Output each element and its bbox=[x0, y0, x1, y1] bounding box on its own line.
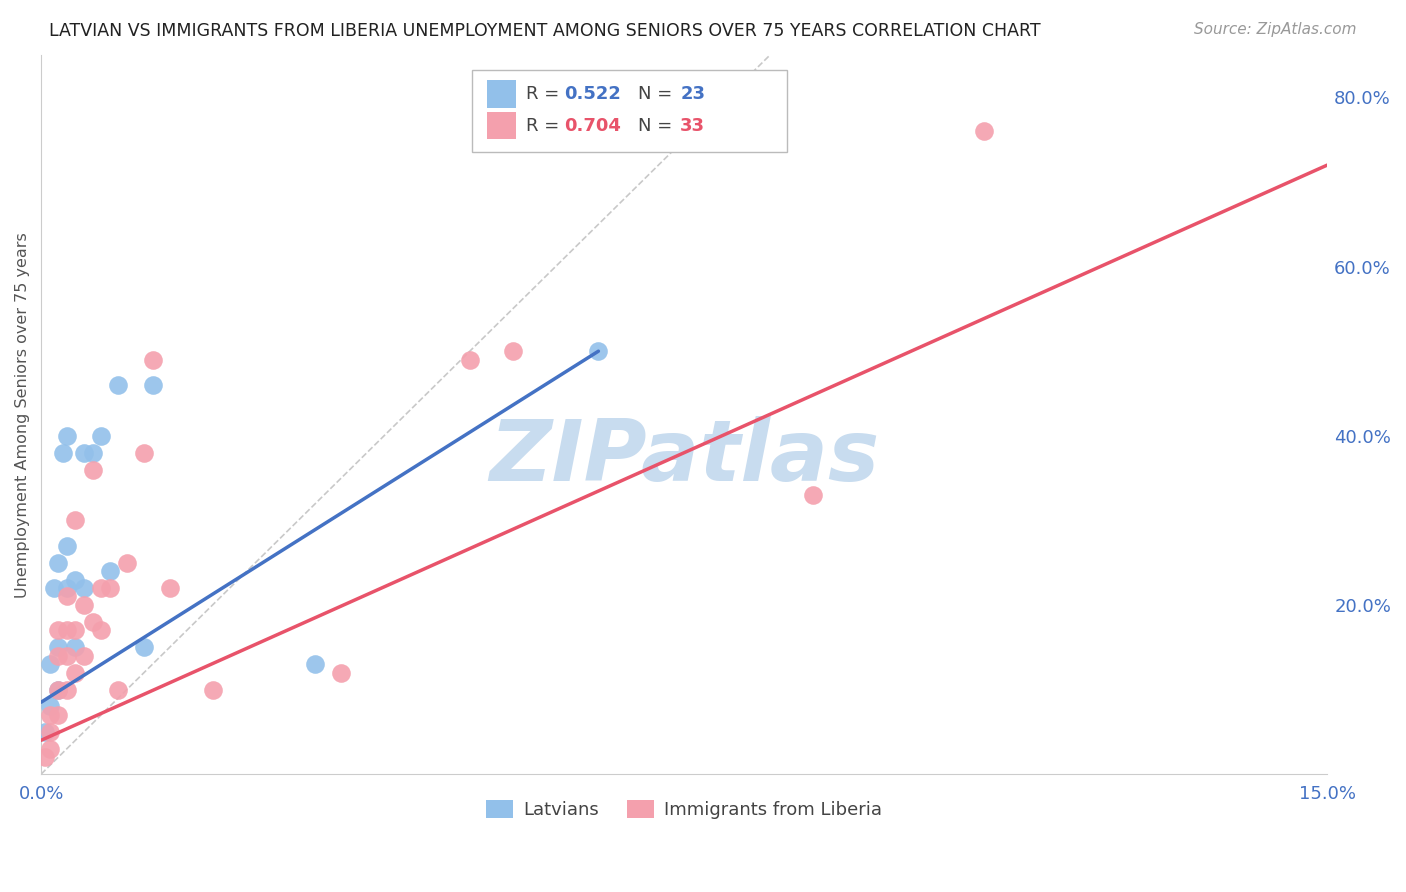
Point bbox=[65, 665, 87, 680]
Point bbox=[142, 378, 165, 392]
Point bbox=[34, 724, 56, 739]
Point bbox=[98, 581, 121, 595]
Point bbox=[90, 624, 112, 638]
Point bbox=[56, 648, 79, 663]
Point bbox=[65, 624, 87, 638]
Point bbox=[38, 699, 60, 714]
Point bbox=[73, 581, 96, 595]
Point bbox=[56, 429, 79, 443]
Bar bbox=[488, 80, 516, 108]
Point bbox=[38, 657, 60, 672]
Text: Source: ZipAtlas.com: Source: ZipAtlas.com bbox=[1194, 22, 1357, 37]
Point bbox=[34, 750, 56, 764]
Point bbox=[107, 378, 129, 392]
Point bbox=[65, 573, 87, 587]
Y-axis label: Unemployment Among Seniors over 75 years: Unemployment Among Seniors over 75 years bbox=[15, 232, 30, 598]
Point bbox=[458, 352, 481, 367]
Text: N =: N = bbox=[638, 85, 678, 103]
Point bbox=[46, 640, 69, 655]
Point bbox=[46, 682, 69, 697]
Point bbox=[56, 581, 79, 595]
Point bbox=[56, 624, 79, 638]
Point bbox=[801, 488, 824, 502]
Point bbox=[82, 462, 104, 476]
Point bbox=[107, 682, 129, 697]
Text: N =: N = bbox=[638, 117, 678, 135]
Point bbox=[82, 615, 104, 629]
Point bbox=[65, 513, 87, 527]
Text: 0.704: 0.704 bbox=[565, 117, 621, 135]
Text: R =: R = bbox=[526, 117, 565, 135]
Point bbox=[304, 657, 326, 672]
Point bbox=[90, 581, 112, 595]
Text: 33: 33 bbox=[681, 117, 706, 135]
Point bbox=[115, 556, 138, 570]
Point bbox=[132, 640, 155, 655]
Point bbox=[132, 446, 155, 460]
Point bbox=[56, 539, 79, 553]
Point bbox=[588, 344, 610, 359]
Point bbox=[42, 581, 65, 595]
Point bbox=[46, 624, 69, 638]
Text: R =: R = bbox=[526, 85, 565, 103]
Point bbox=[56, 682, 79, 697]
Text: LATVIAN VS IMMIGRANTS FROM LIBERIA UNEMPLOYMENT AMONG SENIORS OVER 75 YEARS CORR: LATVIAN VS IMMIGRANTS FROM LIBERIA UNEMP… bbox=[49, 22, 1040, 40]
Text: ZIPatlas: ZIPatlas bbox=[489, 417, 879, 500]
Point bbox=[73, 648, 96, 663]
Point bbox=[159, 581, 181, 595]
Bar bbox=[488, 112, 516, 139]
Point bbox=[46, 556, 69, 570]
Point bbox=[330, 665, 353, 680]
Point bbox=[38, 724, 60, 739]
FancyBboxPatch shape bbox=[472, 70, 787, 153]
Point bbox=[46, 648, 69, 663]
Point bbox=[90, 429, 112, 443]
Point bbox=[51, 446, 73, 460]
Point bbox=[38, 741, 60, 756]
Point bbox=[502, 344, 524, 359]
Point bbox=[142, 352, 165, 367]
Point bbox=[82, 446, 104, 460]
Point bbox=[73, 598, 96, 612]
Text: 23: 23 bbox=[681, 85, 706, 103]
Point bbox=[201, 682, 224, 697]
Point bbox=[65, 640, 87, 655]
Point bbox=[56, 590, 79, 604]
Point bbox=[38, 707, 60, 722]
Point bbox=[46, 682, 69, 697]
Point bbox=[98, 564, 121, 578]
Point bbox=[973, 124, 995, 138]
Text: 0.522: 0.522 bbox=[565, 85, 621, 103]
Point bbox=[73, 446, 96, 460]
Point bbox=[46, 707, 69, 722]
Legend: Latvians, Immigrants from Liberia: Latvians, Immigrants from Liberia bbox=[478, 792, 890, 826]
